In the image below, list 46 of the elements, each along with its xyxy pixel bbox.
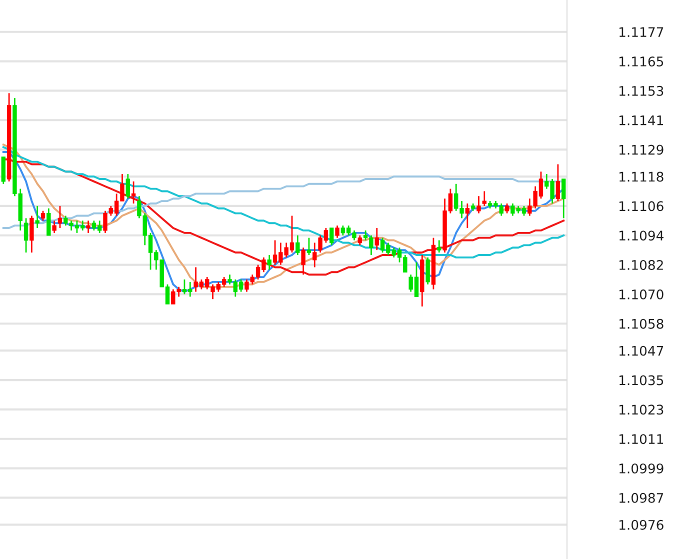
candlestick <box>267 254 272 270</box>
candlestick <box>24 218 28 254</box>
y-tick-label: 1.1058 <box>620 318 664 329</box>
y-tick-label: 1.0999 <box>620 464 664 474</box>
y-tick-label: 1.1129 <box>620 144 664 155</box>
y-tick-label: 1.0987 <box>620 492 664 503</box>
y-tick-label: 1.1141 <box>620 116 664 126</box>
candlestick <box>426 256 430 286</box>
y-tick-label: 1.1165 <box>620 56 664 66</box>
candlestick <box>358 234 362 246</box>
candlestick <box>301 246 306 276</box>
candlestick <box>52 220 56 234</box>
candlestick <box>504 202 510 214</box>
y-tick-label: 1.1047 <box>620 346 664 356</box>
y-tick-label: 1.1035 <box>620 375 664 386</box>
y-tick-label: 1.1177 <box>620 27 664 37</box>
candlestick <box>46 208 51 236</box>
y-tick-label: 1.1011 <box>620 434 664 444</box>
candlestick <box>465 202 470 229</box>
y-tick-label: 1.1118 <box>620 172 664 182</box>
candlestick <box>329 227 334 246</box>
candlestick <box>556 164 560 202</box>
line-series <box>2 146 565 258</box>
y-tick-label: 1.0976 <box>620 520 664 530</box>
y-tick-label: 1.1023 <box>620 404 664 415</box>
candlestick <box>58 205 62 229</box>
candlestick <box>86 220 90 234</box>
candlestick <box>306 237 312 256</box>
candlestick <box>374 227 379 251</box>
y-tick-label: 1.1094 <box>620 230 664 241</box>
candlestick <box>437 240 442 254</box>
candlestick <box>131 180 136 204</box>
candlestick <box>30 215 34 254</box>
candlestick <box>296 234 300 256</box>
y-tick-label: 1.1153 <box>620 86 664 96</box>
candlestick <box>35 205 40 229</box>
y-tick-label: 1.1082 <box>620 260 663 270</box>
candlestick <box>335 224 340 239</box>
candlestick <box>312 242 317 268</box>
candlestick <box>40 210 46 222</box>
candlestick <box>562 178 566 219</box>
y-tick-label: 1.1106 <box>620 201 664 212</box>
y-tick-label: 1.1070 <box>620 289 664 300</box>
candlestick <box>126 173 130 200</box>
candlestick <box>482 190 486 207</box>
candlestick <box>476 195 481 214</box>
